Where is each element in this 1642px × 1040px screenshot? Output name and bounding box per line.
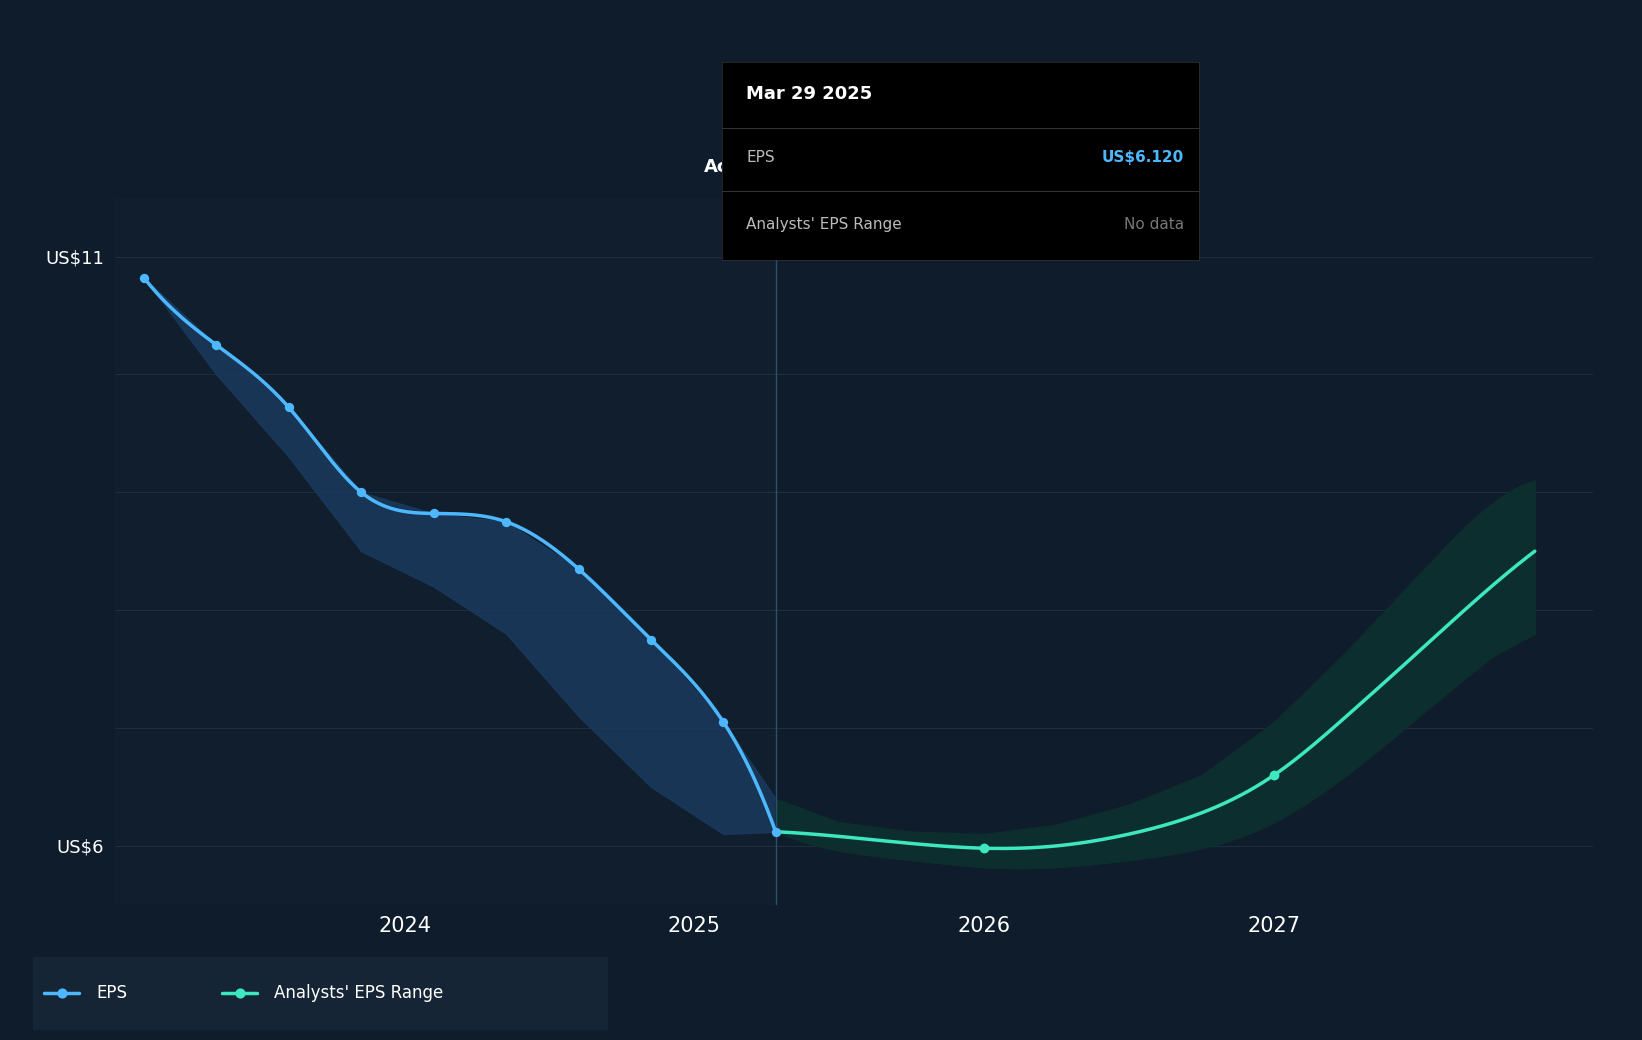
Bar: [115, 198, 775, 905]
Text: Analysts' EPS Range: Analysts' EPS Range: [745, 217, 901, 232]
Point: [420, 505, 447, 522]
Point: [637, 631, 663, 648]
Text: EPS: EPS: [95, 984, 126, 1003]
Text: Actual: Actual: [704, 158, 768, 177]
Point: [204, 337, 230, 354]
Point: [276, 399, 302, 416]
Text: No data: No data: [1125, 217, 1184, 232]
Point: [493, 514, 519, 530]
Text: US$6.120: US$6.120: [1102, 150, 1184, 164]
Text: Analysts' EPS Range: Analysts' EPS Range: [274, 984, 443, 1003]
Text: EPS: EPS: [745, 150, 775, 164]
Point: [131, 269, 158, 286]
Point: [711, 713, 737, 730]
Point: [348, 484, 374, 500]
Text: Analysts Forecasts: Analysts Forecasts: [783, 158, 951, 177]
Point: [970, 840, 997, 857]
Point: [1261, 766, 1287, 783]
Point: [565, 561, 591, 577]
Point: [227, 985, 253, 1002]
Text: Mar 29 2025: Mar 29 2025: [745, 85, 872, 103]
Point: [762, 824, 788, 840]
Point: [49, 985, 76, 1002]
